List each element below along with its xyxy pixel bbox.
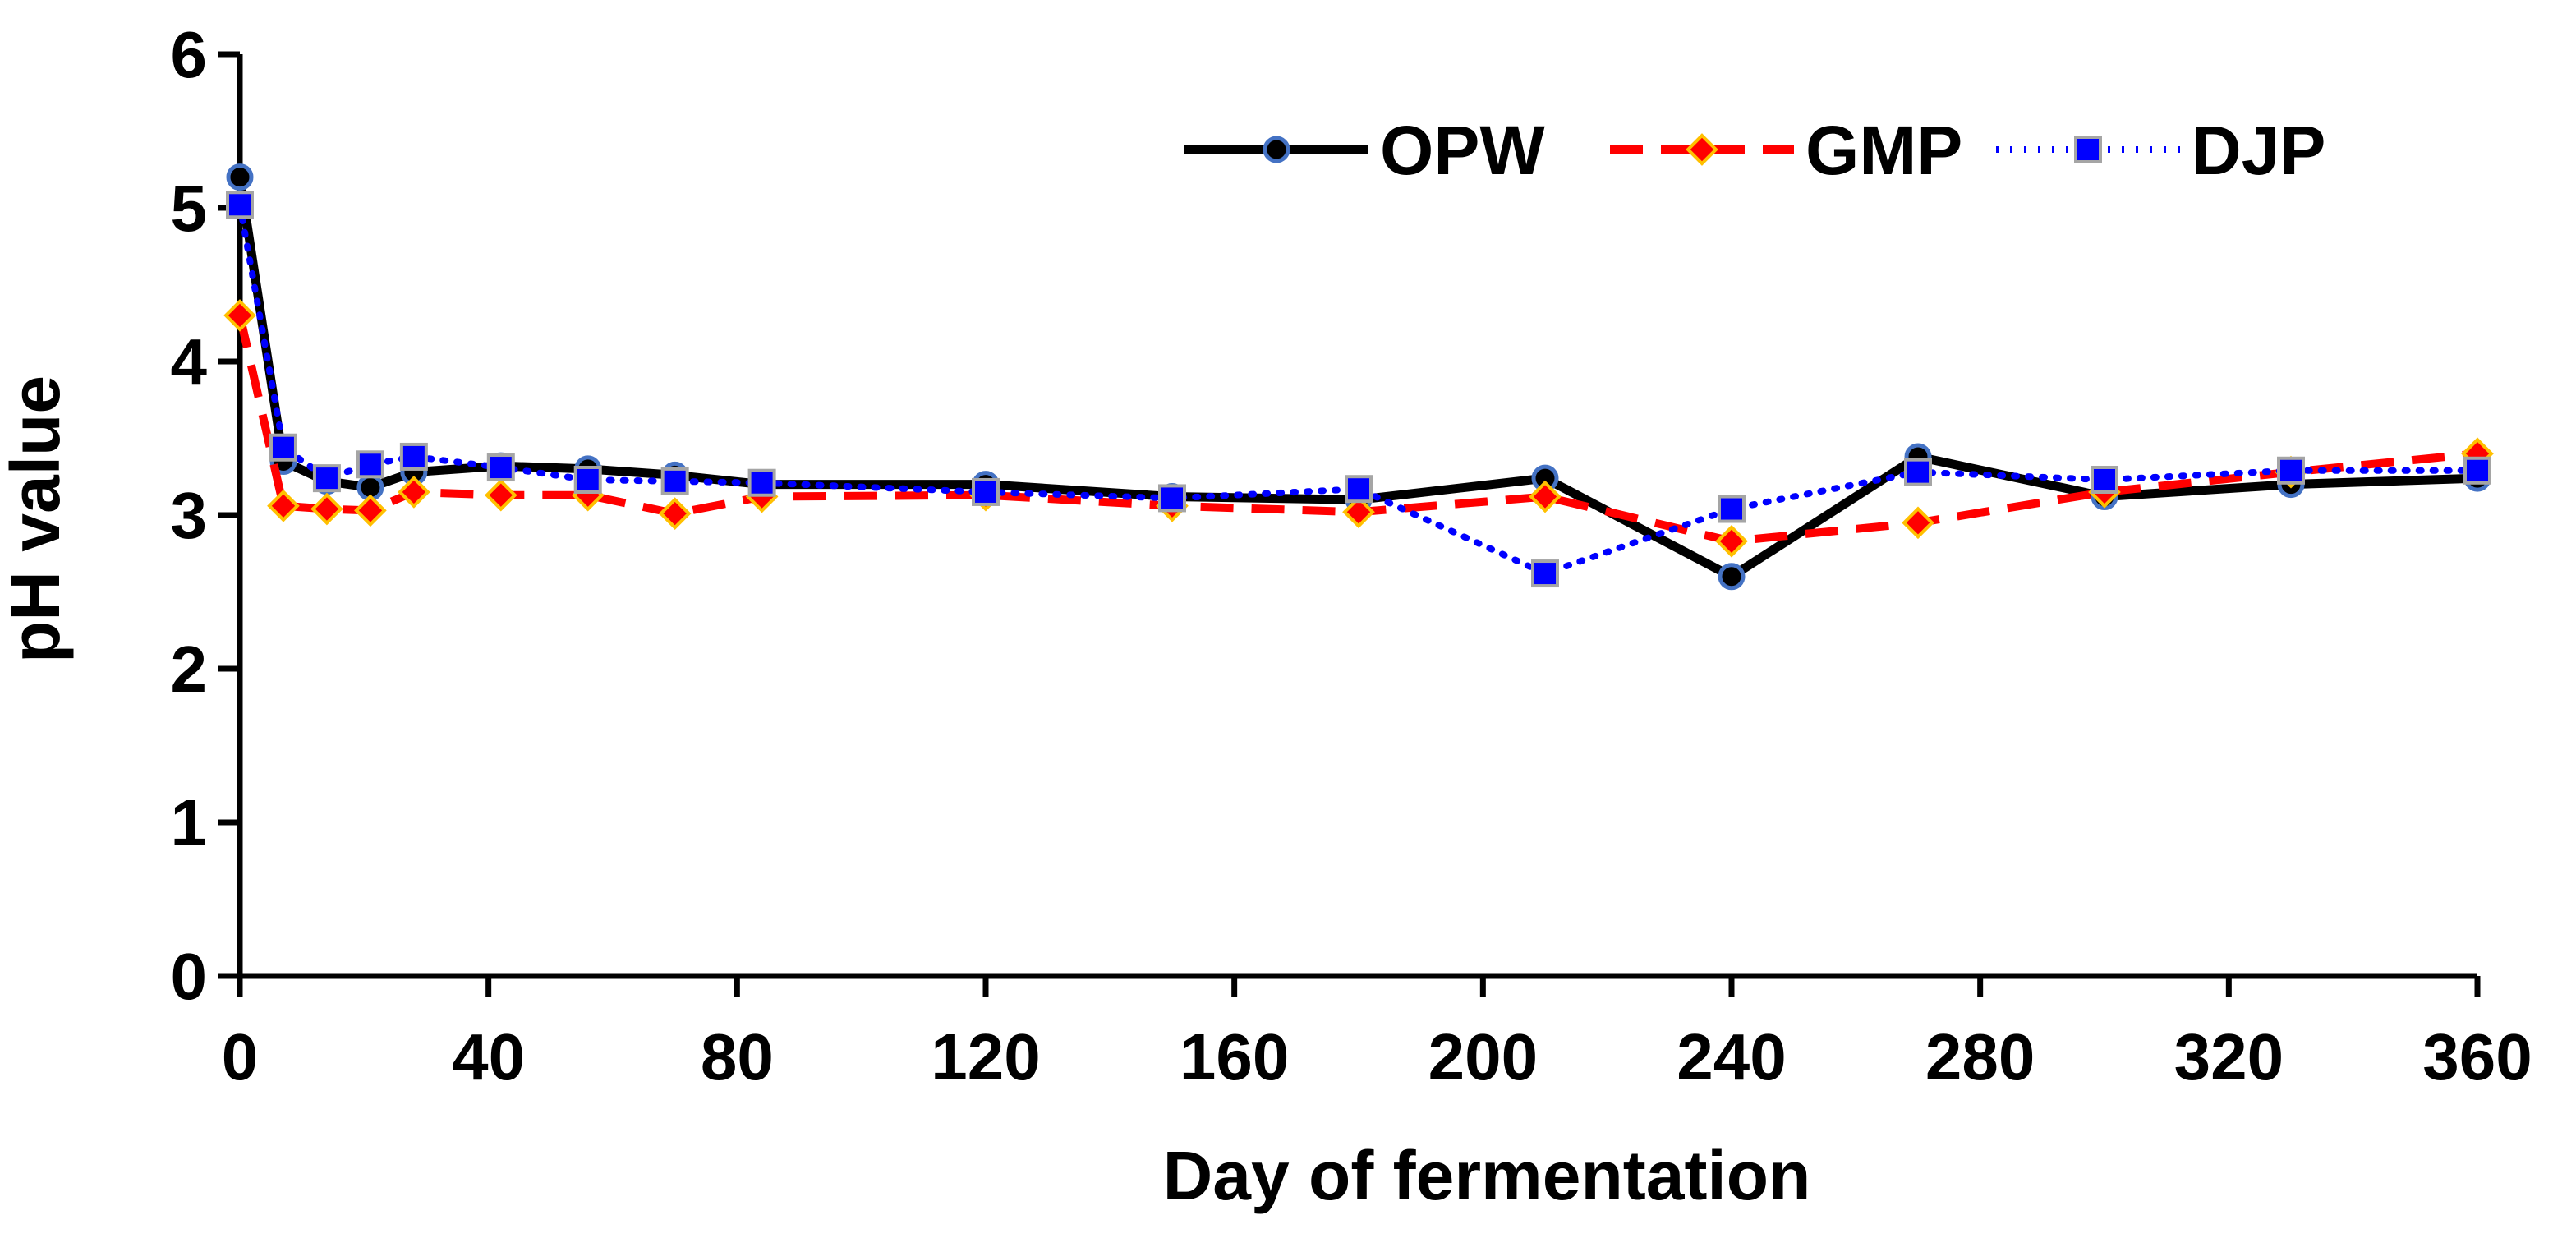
data-point-djp [356,450,384,479]
x-tick-label: 80 [701,1020,774,1093]
legend: OPW GMP DJP [1184,112,2325,189]
y-tick-label: 2 [171,633,208,706]
data-point-djp [269,433,297,462]
x-tick-label: 320 [2174,1020,2284,1093]
y-tick-label: 5 [171,172,208,245]
x-tick-label: 360 [2422,1020,2532,1093]
data-point-gmp [398,476,430,509]
legend-label: DJP [2192,112,2325,189]
data-point-gmp [1715,524,1748,558]
series-lines [223,163,2494,591]
legend-item-djp: DJP [1996,112,2325,189]
data-point-djp [573,465,602,494]
data-point-djp [1531,559,1559,588]
data-point-djp [1158,484,1186,513]
data-point-gmp [267,489,300,522]
data-point-gmp [484,478,518,512]
legend-item-gmp: GMP [1610,112,1962,189]
x-tick-label: 200 [1428,1020,1538,1093]
x-axis-title: Day of fermentation [1163,1137,1811,1214]
data-point-gmp [1529,480,1562,513]
data-point-djp [2463,456,2491,485]
series-gmp [223,299,2494,558]
data-point-gmp [1902,506,1934,540]
y-tick-label: 0 [171,940,208,1013]
y-tick-label: 4 [171,325,208,398]
data-point-djp [1345,475,1373,504]
data-point-opw [226,163,254,191]
legend-label: OPW [1380,112,1545,189]
data-point-djp [1718,495,1746,523]
data-point-djp [2277,456,2305,485]
legend-item-opw: OPW [1184,112,1545,189]
data-point-djp [748,468,776,497]
data-point-djp [2091,465,2118,494]
data-point-djp [1904,458,1932,486]
data-point-djp [312,464,341,493]
x-tick-label: 120 [931,1020,1040,1093]
y-tick-label: 1 [171,786,208,859]
data-point-opw [1718,563,1746,591]
tick-labels: 0 1 2 3 4 5 6 0 40 80 120 160 200 240 280 320 360 [171,18,2532,1093]
y-axis-title: pH value [0,375,74,663]
data-point-gmp [354,494,387,527]
data-point-djp [660,467,689,495]
legend-swatch-marker [1263,136,1290,163]
data-point-gmp [1342,495,1375,529]
data-point-djp [399,442,428,471]
legend-swatch-marker [1686,133,1718,166]
axes [218,51,2481,997]
y-tick-label: 6 [171,18,208,91]
y-tick-label: 3 [171,479,208,552]
data-point-djp [972,477,1000,506]
x-tick-label: 160 [1180,1020,1289,1093]
data-point-djp [486,453,515,482]
x-tick-label: 280 [1925,1020,2035,1093]
data-point-gmp [223,299,256,332]
x-tick-label: 0 [222,1020,259,1093]
legend-swatch-marker [2074,136,2102,163]
data-point-djp [226,191,254,219]
x-tick-label: 40 [452,1020,525,1093]
x-tick-label: 240 [1677,1020,1786,1093]
series-djp [226,191,2491,588]
data-point-gmp [310,492,343,526]
legend-label: GMP [1806,112,1962,189]
data-point-gmp [658,497,692,530]
